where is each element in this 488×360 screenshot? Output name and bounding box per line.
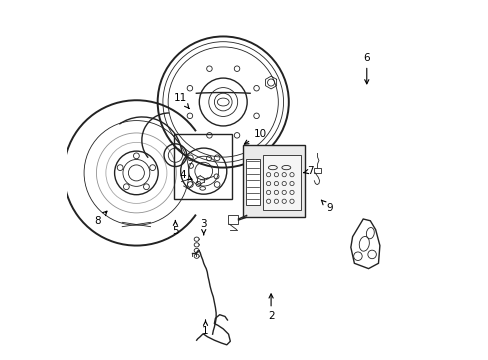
Bar [263,155,300,210]
Text: 7: 7 [303,166,313,176]
Text: 9: 9 [321,200,332,213]
Text: 5: 5 [172,221,178,237]
Text: 10: 10 [244,129,266,144]
Bar [313,168,321,173]
Bar [173,134,232,199]
Bar [242,145,304,217]
Text: 1: 1 [202,320,208,336]
Text: 2: 2 [267,294,274,321]
Text: 11: 11 [174,94,189,108]
Text: 4: 4 [179,170,192,180]
Bar [227,215,238,224]
Text: 3: 3 [200,219,206,235]
Text: 6: 6 [363,53,369,84]
Text: 8: 8 [94,211,107,226]
Polygon shape [246,159,260,205]
